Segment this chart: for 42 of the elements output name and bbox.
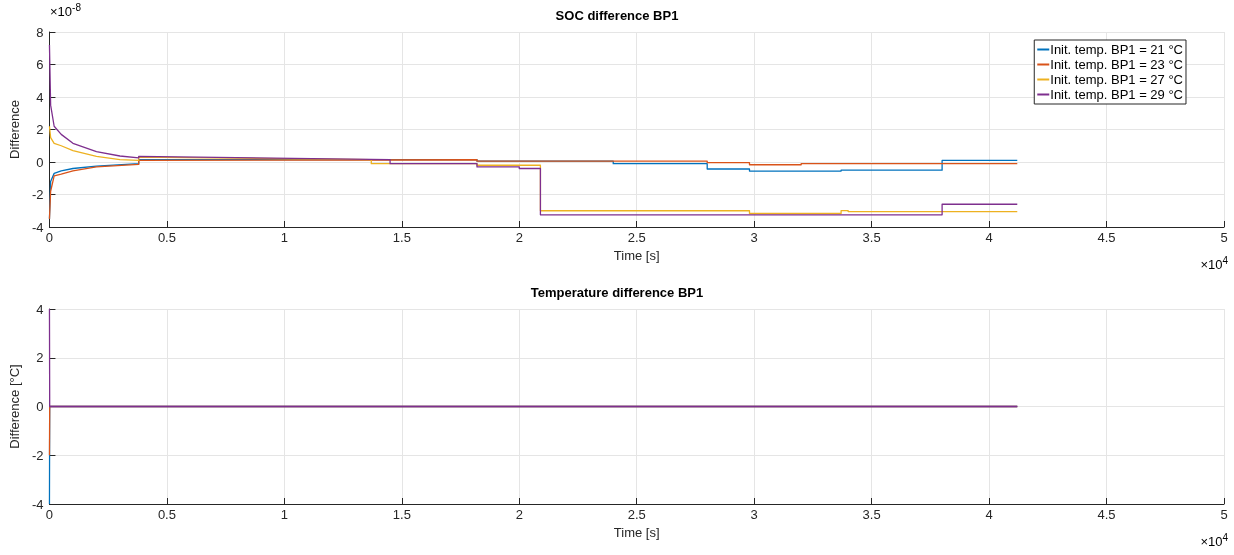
y-tick-label: 4 bbox=[36, 301, 44, 317]
y-tick-label: 4 bbox=[36, 89, 44, 105]
x-tick-label: 2.5 bbox=[627, 507, 646, 522]
x-tick-label: 1 bbox=[280, 230, 288, 245]
x-tick-label: 0.5 bbox=[157, 230, 176, 245]
y-tick-label: -2 bbox=[31, 187, 44, 202]
y-tick-label: 0 bbox=[36, 154, 44, 170]
x-tick-label: 2.5 bbox=[627, 230, 646, 245]
x-tick-label: 4.5 bbox=[1097, 230, 1116, 245]
x-tick-label: 4 bbox=[985, 230, 993, 245]
legend-label: Init. temp. BP1 = 23 °C bbox=[1050, 57, 1184, 72]
x-tick-label: 4 bbox=[985, 507, 993, 522]
y-axis-title: Difference [°C] bbox=[7, 364, 22, 449]
y-tick-label: -4 bbox=[31, 496, 44, 512]
y-axis-title: Difference bbox=[7, 99, 22, 160]
x-tick-label: 5 bbox=[1220, 507, 1228, 522]
chart-title: SOC difference BP1 bbox=[555, 8, 679, 23]
y-tick-label: 2 bbox=[36, 350, 44, 366]
y-tick-label: 2 bbox=[36, 122, 44, 137]
legend-label: Init. temp. BP1 = 27 °C bbox=[1050, 72, 1184, 87]
x-axis-title: Time [s] bbox=[613, 524, 660, 540]
x-tick-label: 5 bbox=[1220, 230, 1228, 245]
y-tick-label: -4 bbox=[31, 219, 44, 235]
legend-label: Init. temp. BP1 = 29 °C bbox=[1050, 87, 1184, 102]
y-tick-label: 8 bbox=[36, 24, 44, 40]
y-tick-label: -2 bbox=[31, 447, 44, 463]
x-tick-label: 2 bbox=[515, 230, 523, 245]
x-tick-label: 1 bbox=[280, 507, 288, 522]
x-tick-label: 0.5 bbox=[157, 507, 176, 522]
y-tick-label: 6 bbox=[36, 57, 44, 72]
y-tick-label: 0 bbox=[36, 399, 44, 414]
x-tick-label: 1.5 bbox=[392, 507, 411, 522]
x-tick-label: 3 bbox=[750, 507, 758, 522]
x-tick-label: 3.5 bbox=[862, 507, 881, 522]
legend-label: Init. temp. BP1 = 21 °C bbox=[1050, 42, 1184, 57]
x-tick-label: 2 bbox=[515, 507, 523, 522]
x-axis-title: Time [s] bbox=[613, 247, 660, 263]
x-tick-label: 4.5 bbox=[1097, 507, 1116, 522]
x-tick-label: 3 bbox=[750, 230, 758, 245]
x-tick-label: 3.5 bbox=[862, 230, 881, 245]
x-tick-label: 1.5 bbox=[392, 230, 411, 245]
chart-title: Temperature difference BP1 bbox=[530, 285, 704, 300]
